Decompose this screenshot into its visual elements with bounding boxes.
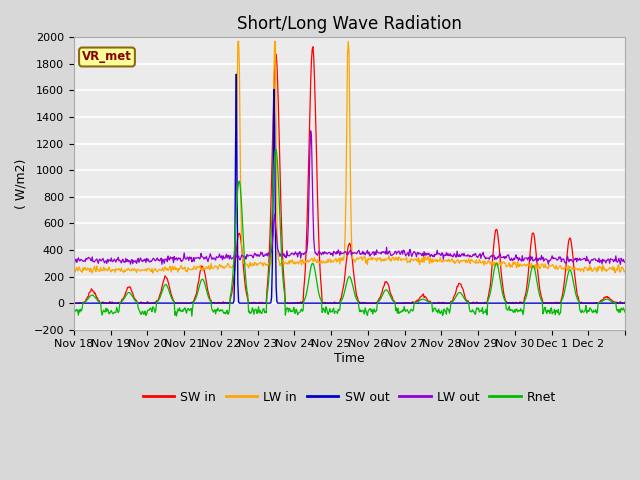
Text: VR_met: VR_met xyxy=(82,50,132,63)
X-axis label: Time: Time xyxy=(334,352,365,365)
Legend: SW in, LW in, SW out, LW out, Rnet: SW in, LW in, SW out, LW out, Rnet xyxy=(138,385,561,408)
Y-axis label: ( W/m2): ( W/m2) xyxy=(15,158,28,209)
Title: Short/Long Wave Radiation: Short/Long Wave Radiation xyxy=(237,15,462,33)
